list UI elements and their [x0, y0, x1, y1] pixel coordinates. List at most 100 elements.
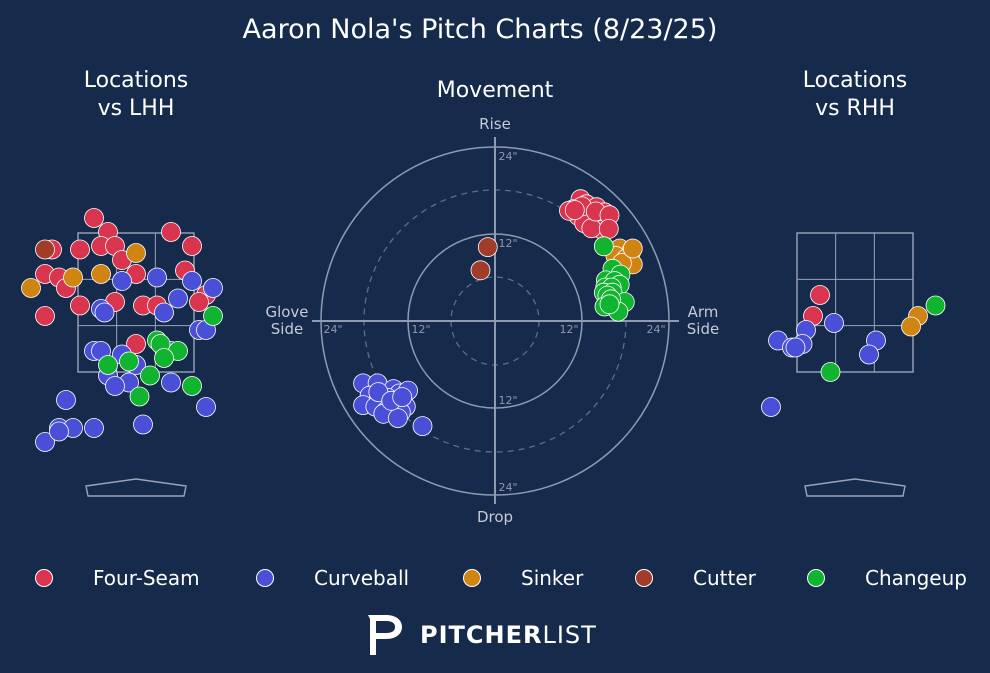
pitch-point-curveball: [196, 397, 216, 417]
legend: Four-Seam Curveball Sinker Cutter Change…: [0, 560, 990, 596]
pitch-point-curveball: [785, 337, 806, 358]
pitch-point-curveball: [133, 414, 153, 435]
ring-label-top-12: 12": [498, 237, 517, 250]
pitch-point-four-seam: [564, 200, 585, 221]
legend-item-cutter: Cutter: [635, 560, 756, 596]
pitch-point-changeup: [140, 365, 160, 386]
pitch-point-changeup: [119, 351, 139, 372]
pitch-point-curveball: [112, 271, 132, 291]
pitch-point-sinker: [21, 278, 41, 298]
legend-item-changeup: Changeup: [807, 560, 967, 596]
pitch-point-cutter: [477, 237, 498, 258]
pitch-point-four-seam: [70, 239, 90, 260]
lhh-title-line1: Locations: [84, 68, 189, 93]
pitch-point-curveball: [182, 271, 202, 291]
ring-label-bottom-12: 12": [498, 394, 517, 407]
ring-label-right-12: 12": [559, 323, 578, 336]
pitch-point-changeup: [154, 348, 174, 368]
rhh-points: [761, 285, 946, 417]
glove-side-label-line1: Glove: [265, 303, 308, 321]
drop-label: Drop: [477, 508, 513, 526]
pitcherlist-logo-icon: [368, 615, 402, 655]
strike-zone-box: [796, 232, 914, 373]
pitch-point-four-seam: [810, 285, 830, 305]
ring-label-bottom-24: 24": [498, 481, 517, 494]
chart-title: Aaron Nola's Pitch Charts (8/23/25): [243, 14, 718, 45]
legend-marker: [256, 569, 274, 587]
movement-title: Movement: [437, 78, 554, 103]
legend-marker: [463, 569, 481, 587]
pitch-point-four-seam: [84, 208, 104, 228]
pitch-point-sinker: [622, 238, 643, 259]
pitch-point-curveball: [859, 344, 879, 365]
arm-side-label-line1: Arm: [688, 303, 719, 321]
pitch-point-curveball: [84, 418, 104, 438]
pitch-point-four-seam: [182, 236, 202, 256]
pitch-point-curveball: [412, 416, 433, 437]
pitch-point-changeup: [599, 294, 620, 315]
pitch-point-cutter: [35, 239, 55, 260]
pitch-point-curveball: [35, 432, 55, 452]
pitch-point-cutter: [470, 260, 491, 281]
rhh-title-line2: vs RHH: [815, 96, 895, 121]
legend-marker: [35, 569, 53, 587]
arm-side-label-line2: Side: [687, 320, 719, 338]
legend-label: Changeup: [865, 566, 967, 590]
pitch-point-curveball: [761, 397, 781, 417]
pitch-point-four-seam: [189, 292, 209, 312]
movement-plot: 24" 12" 12" 24" 12" 24" 12" 24" Rise Dro…: [265, 115, 719, 526]
ring-label-top-24: 24": [498, 150, 517, 163]
pitch-point-curveball: [392, 387, 413, 408]
legend-item-sinker: Sinker: [463, 560, 583, 596]
pitch-point-four-seam: [126, 334, 146, 354]
pitch-point-sinker: [91, 264, 111, 284]
pitch-point-curveball: [387, 408, 408, 429]
pitch-point-changeup: [925, 295, 946, 316]
pitch-point-curveball: [56, 390, 76, 410]
pitch-point-curveball: [161, 372, 181, 393]
pitch-point-changeup: [203, 306, 223, 326]
pitch-point-curveball: [203, 278, 223, 298]
pitch-point-changeup: [182, 376, 202, 396]
pitch-point-sinker: [901, 316, 921, 337]
pitch-point-four-seam: [161, 222, 181, 242]
rise-label: Rise: [479, 115, 511, 133]
brand-name-light: LIST: [542, 621, 597, 649]
legend-item-curveball: Curveball: [256, 560, 409, 596]
pitch-point-curveball: [168, 288, 188, 309]
legend-label: Four-Seam: [93, 566, 200, 590]
brand-name-bold: PITCHER: [420, 621, 543, 649]
legend-marker: [635, 569, 653, 587]
ring-label-left-12: 12": [411, 323, 430, 336]
pitch-point-four-seam: [35, 306, 55, 326]
pitch-point-curveball: [154, 302, 174, 323]
brand-logo: PITCHER LIST: [366, 612, 597, 658]
pitch-point-curveball: [105, 376, 125, 396]
legend-label: Cutter: [693, 566, 756, 590]
legend-marker: [807, 569, 825, 587]
lhh-title-line2: vs LHH: [98, 96, 175, 121]
pitch-point-changeup: [593, 236, 614, 257]
ring-label-right-24: 24": [646, 323, 665, 336]
pitch-point-changeup: [820, 362, 841, 382]
rhh-strike-zone: [796, 232, 914, 497]
pitch-point-changeup: [129, 386, 150, 407]
home-plate: [85, 478, 187, 497]
pitch-point-changeup: [98, 355, 118, 375]
pitch-point-curveball: [824, 313, 844, 333]
pitch-point-sinker: [126, 243, 146, 263]
pitch-point-curveball: [49, 421, 69, 442]
pitch-point-curveball: [94, 302, 115, 323]
pitch-point-sinker: [63, 267, 83, 288]
rhh-title-line1: Locations: [803, 68, 908, 93]
glove-side-label-line2: Side: [271, 320, 303, 338]
movement-points: [353, 189, 643, 437]
legend-item-four-seam: Four-Seam: [35, 560, 200, 596]
lhh-points: [21, 208, 223, 452]
legend-label: Curveball: [314, 566, 410, 590]
legend-label: Sinker: [521, 566, 584, 590]
pitch-point-curveball: [147, 267, 167, 288]
home-plate: [804, 478, 906, 497]
pitch-point-four-seam: [70, 295, 90, 316]
